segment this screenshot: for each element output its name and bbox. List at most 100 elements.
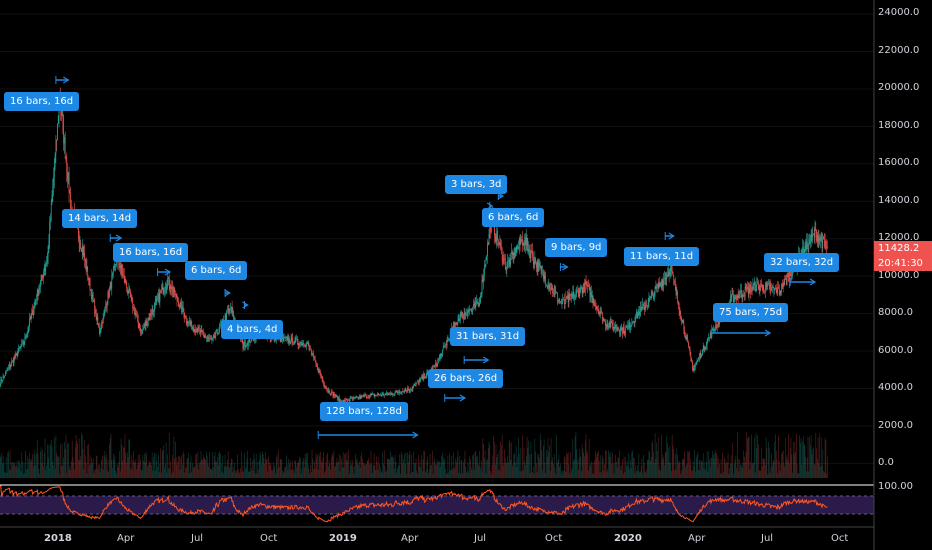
candle-body: [348, 400, 349, 401]
volume-bar: [96, 456, 98, 478]
candle-body: [206, 337, 207, 338]
candle-body: [489, 226, 491, 235]
volume-bar: [296, 462, 298, 478]
volume-bar: [276, 454, 278, 478]
volume-bar: [373, 465, 374, 478]
volume-bar: [540, 439, 542, 478]
candle-body: [751, 288, 753, 290]
volume-bar: [695, 457, 697, 478]
volume-bar: [682, 458, 684, 478]
volume-bar: [129, 439, 130, 478]
volume-bar: [612, 462, 614, 478]
candle-body: [497, 239, 499, 246]
candle-body: [818, 237, 820, 243]
candle-body: [767, 284, 769, 287]
volume-bar: [602, 458, 604, 478]
candle-body: [304, 346, 306, 347]
candle-body: [130, 291, 131, 298]
range-annotation[interactable]: 26 bars, 26d: [428, 369, 504, 388]
volume-bar: [822, 449, 824, 478]
candle-body: [159, 292, 161, 302]
volume-bar: [186, 458, 188, 478]
volume-bar: [290, 469, 292, 478]
candle-body: [695, 364, 696, 367]
candle-body: [821, 240, 823, 249]
volume-bar: [301, 468, 303, 478]
candle-body: [369, 395, 370, 398]
candle-body: [316, 363, 318, 365]
measure-arrow: [164, 268, 172, 276]
volume-bar: [440, 462, 442, 478]
volume-bar: [379, 464, 380, 478]
candle-body: [746, 288, 748, 290]
volume-bar: [159, 463, 161, 478]
range-annotation[interactable]: 16 bars, 16d: [4, 92, 80, 111]
candle-body: [50, 202, 52, 219]
range-annotation[interactable]: 16 bars, 16d: [113, 243, 189, 262]
volume-bar: [157, 454, 159, 478]
volume-bar: [718, 458, 720, 478]
volume-bar: [221, 472, 223, 478]
range-annotation[interactable]: 9 bars, 9d: [545, 238, 608, 257]
volume-bar: [795, 451, 796, 478]
volume-bar: [598, 450, 599, 478]
candle-body: [641, 307, 643, 309]
candle-body: [244, 341, 246, 348]
candle-body: [598, 309, 599, 314]
volume-bar: [72, 457, 74, 478]
range-annotation[interactable]: 31 bars, 31d: [450, 327, 526, 346]
candle-body: [820, 236, 821, 241]
y-tick-label: 14000.0: [878, 195, 920, 206]
range-annotation[interactable]: 4 bars, 4d: [221, 320, 284, 339]
candle-body: [70, 193, 71, 209]
range-annotation[interactable]: 32 bars, 32d: [764, 253, 840, 272]
volume-bar: [293, 472, 295, 478]
candle-body: [693, 368, 695, 371]
candle-body: [581, 288, 583, 294]
volume-bar: [563, 471, 564, 478]
candle-body: [764, 288, 766, 292]
volume-bar: [365, 464, 366, 478]
candle-body: [170, 288, 172, 290]
candle-body: [38, 289, 40, 296]
volume-bar: [476, 456, 477, 478]
range-annotation[interactable]: 11 bars, 11d: [624, 247, 700, 266]
volume-bar: [305, 459, 307, 478]
range-annotation[interactable]: 14 bars, 14d: [62, 209, 138, 228]
candle-body: [575, 290, 577, 295]
volume-bar: [629, 459, 631, 478]
candle-body: [216, 329, 218, 333]
range-annotation[interactable]: 6 bars, 6d: [185, 261, 248, 280]
volume-bar: [306, 452, 307, 478]
candle-body: [136, 314, 137, 316]
range-annotation[interactable]: 128 bars, 128d: [320, 402, 408, 421]
candle-body: [678, 304, 680, 312]
candle-body: [774, 288, 775, 290]
range-annotation[interactable]: 75 bars, 75d: [713, 303, 789, 322]
volume-bar: [256, 473, 258, 478]
volume-bar: [697, 452, 699, 478]
y-tick-label: 10000.0: [878, 270, 920, 281]
volume-bar: [176, 464, 178, 478]
candle-body: [436, 365, 438, 367]
candle-body: [123, 275, 124, 277]
volume-bar: [118, 461, 120, 478]
candle-body: [784, 279, 786, 280]
volume-bar: [300, 457, 301, 478]
candle-body: [787, 273, 789, 277]
volume-bar: [40, 447, 42, 478]
volume-bar: [776, 459, 778, 478]
candle-body: [606, 324, 608, 327]
candle-body: [63, 120, 64, 144]
candle-body: [466, 314, 468, 316]
volume-bar: [30, 458, 32, 478]
candle-body: [538, 262, 540, 272]
range-annotation[interactable]: 3 bars, 3d: [445, 175, 508, 194]
candle-body: [468, 311, 470, 313]
volume-bar: [666, 436, 668, 478]
volume-bar: [233, 467, 234, 478]
volume-bar: [539, 457, 540, 478]
volume-bar: [438, 460, 440, 478]
range-annotation[interactable]: 6 bars, 6d: [482, 208, 545, 227]
